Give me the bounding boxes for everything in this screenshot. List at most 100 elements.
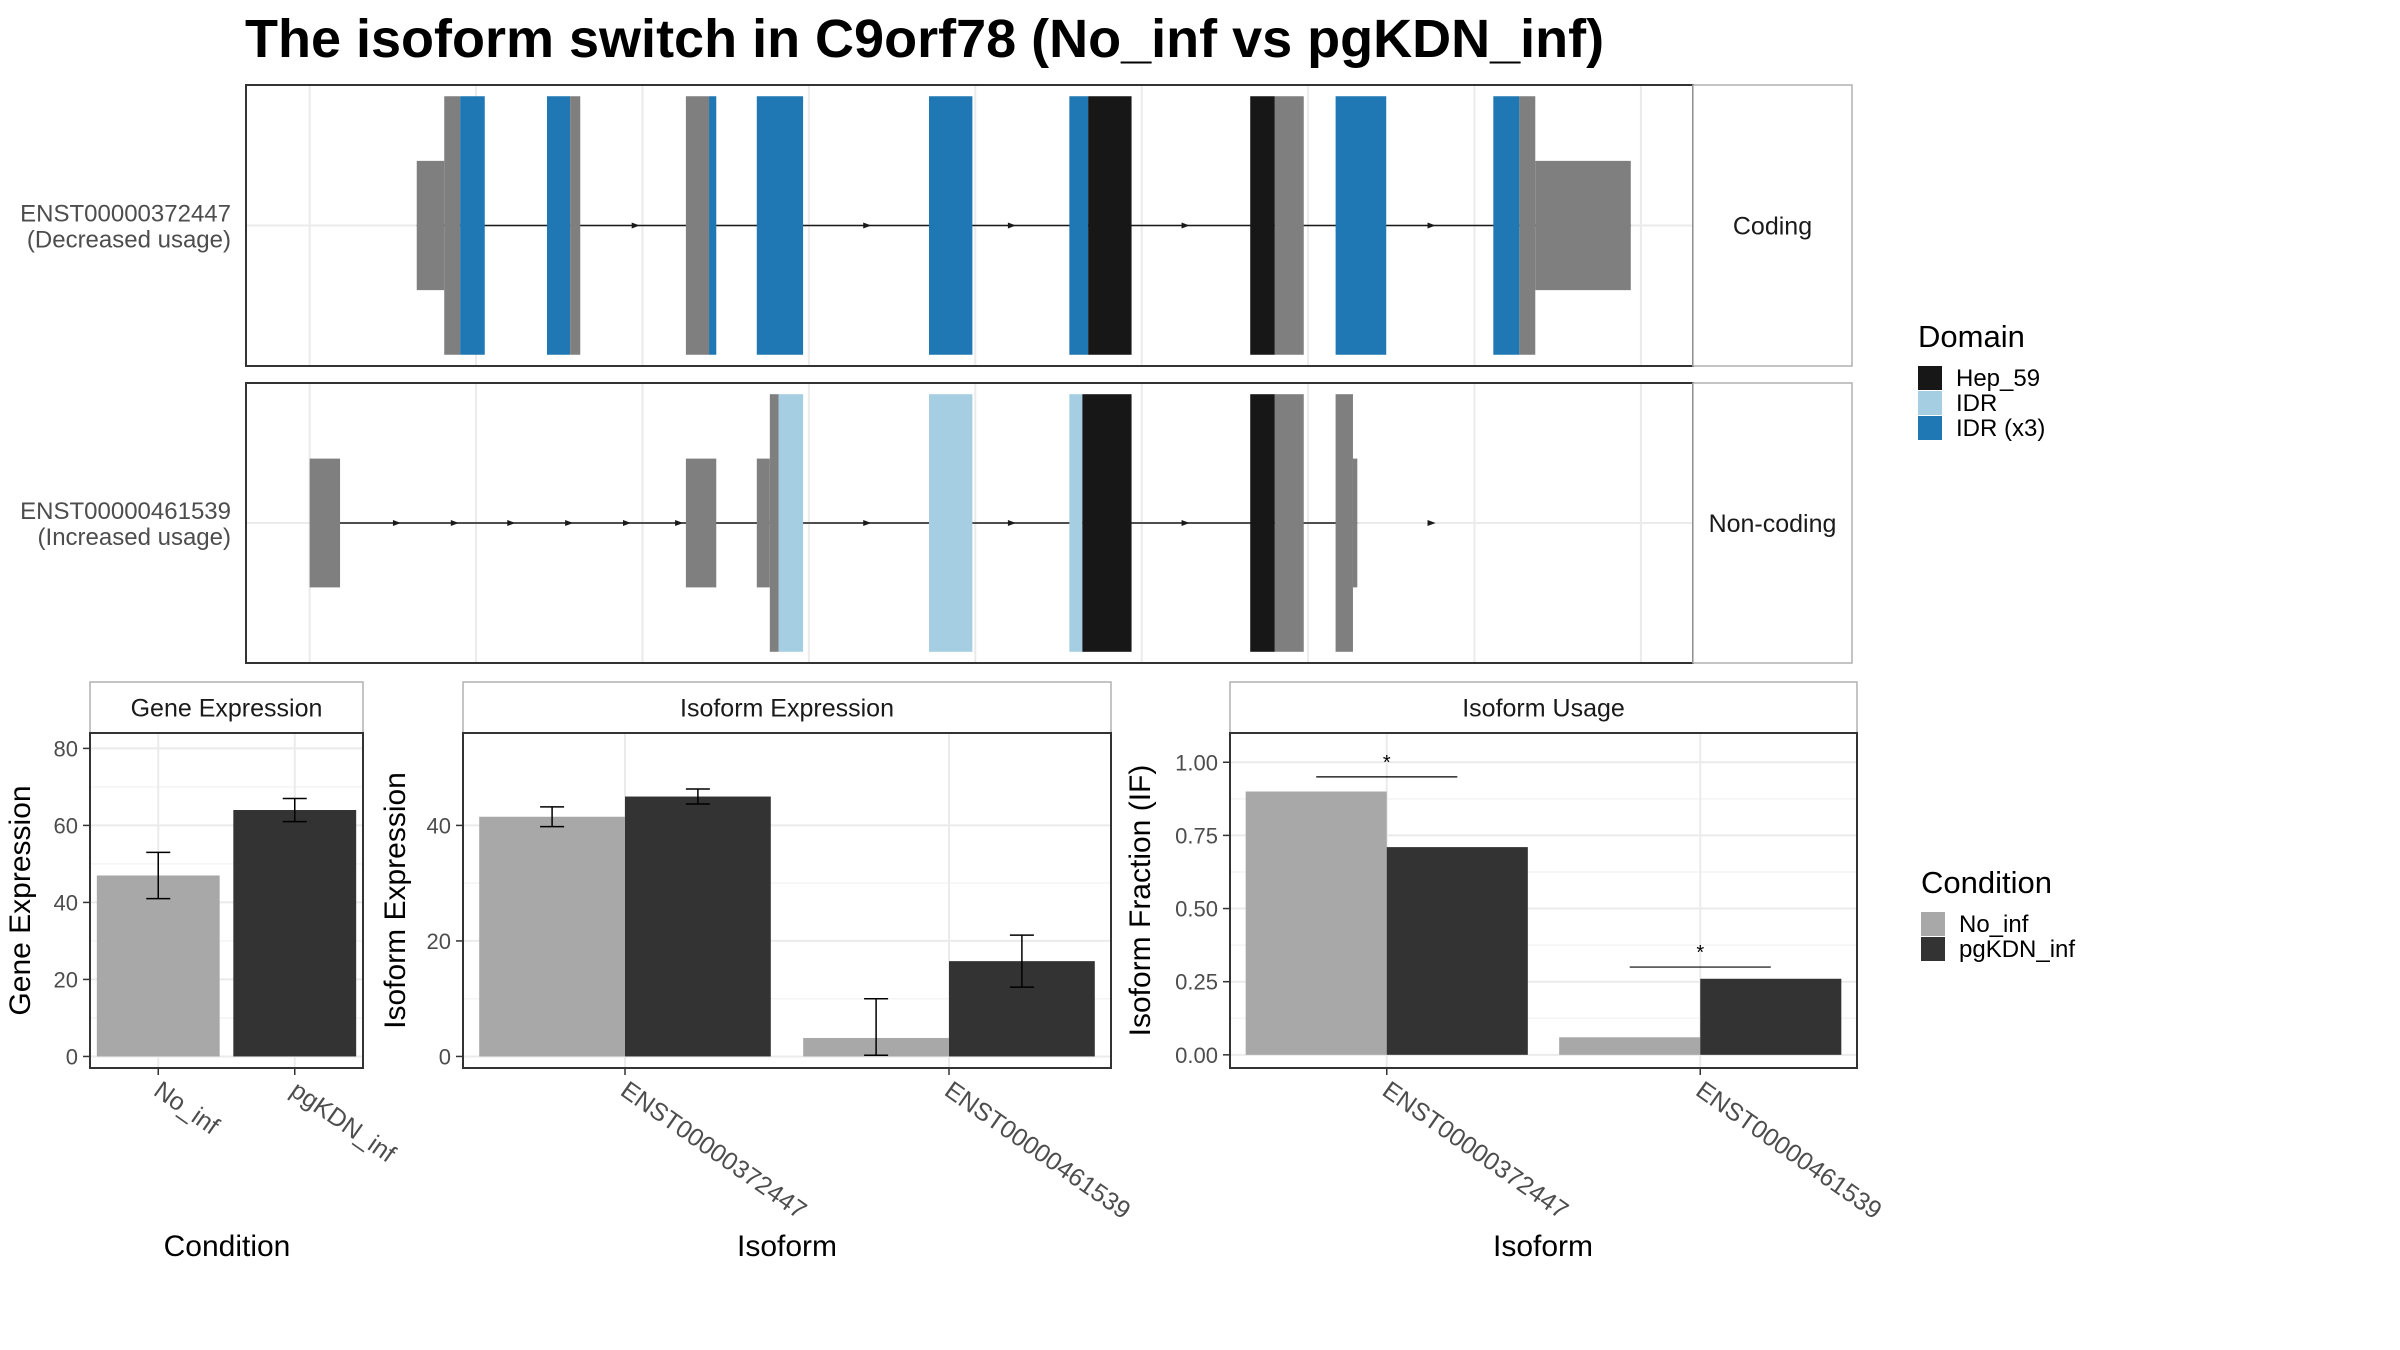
exon-idr_x3 xyxy=(1493,96,1520,355)
isoform-usage-chart: Isoform Usage 0.00 0.25 0.50 0.75 1.00 * * ENST0… xyxy=(1124,681,1887,1263)
strip-box xyxy=(1692,84,1853,367)
legend-key xyxy=(1918,391,1942,415)
intron-arrow xyxy=(1181,520,1190,526)
exon-idr_x3 xyxy=(1335,96,1387,355)
y-tick-label: 0.50 xyxy=(1175,897,1218,922)
exon-utr xyxy=(685,96,710,355)
bar-No_inf xyxy=(96,875,220,1057)
isoform-expression-chart: Isoform Expression 0 20 40 ENST00000372447 EN… xyxy=(379,681,1136,1263)
x-tick-label: ENST00000372447 xyxy=(616,1076,812,1225)
y-tick-label: 80 xyxy=(54,736,78,761)
panel-border xyxy=(89,732,364,1069)
panel-border xyxy=(1229,732,1858,1069)
exon-utr xyxy=(309,458,341,588)
exon-idr_x3 xyxy=(709,96,717,355)
isoform-usage-label: (Increased usage) xyxy=(38,524,231,551)
exon-utr xyxy=(1352,458,1358,588)
y-axis-title: Gene Expression xyxy=(4,785,37,1015)
strip-label: Coding xyxy=(1733,213,1812,241)
bar-No_inf xyxy=(1245,791,1387,1055)
legend-label: No_inf xyxy=(1959,911,2029,938)
x-tick-label: ENST00000372447 xyxy=(1377,1076,1573,1225)
exon-utr xyxy=(1274,96,1304,355)
intron-arrow xyxy=(392,520,401,526)
x-tick-label: No_inf xyxy=(149,1076,224,1140)
gene-expression-chart: Gene Expression 0 20 40 60 80 No_inf pgKDN_inf C… xyxy=(4,681,400,1263)
exon-idr_x3 xyxy=(460,96,485,355)
strip-box xyxy=(89,681,364,734)
intron-arrow xyxy=(863,222,872,229)
intron-arrow xyxy=(631,222,640,229)
legend-key xyxy=(1918,416,1942,440)
y-tick-label: 20 xyxy=(54,967,78,992)
bar-pgKDN_inf xyxy=(1700,978,1842,1055)
intron-arrow xyxy=(623,520,632,526)
legend-title: Condition xyxy=(1921,865,2052,900)
bar-pgKDN_inf xyxy=(233,810,357,1057)
x-tick-label: pgKDN_inf xyxy=(285,1076,400,1168)
exon-idr_x3 xyxy=(546,96,571,355)
y-axis-title: Isoform Fraction (IF) xyxy=(1124,765,1157,1037)
y-tick-label: 0 xyxy=(439,1044,451,1069)
y-tick-label: 0.75 xyxy=(1175,823,1218,848)
exon-idr xyxy=(778,394,804,652)
isoform-structure-panel: Coding ENST00000372447(Decreased usage) No… xyxy=(20,84,1853,664)
y-tick-label: 40 xyxy=(54,890,78,915)
exon-idr xyxy=(928,394,973,652)
legend-title: Domain xyxy=(1918,319,2025,354)
strip-label: Non-coding xyxy=(1709,510,1837,538)
bar-No_inf xyxy=(479,816,625,1057)
exon-utr xyxy=(570,96,581,355)
bar-pgKDN_inf xyxy=(1386,847,1528,1055)
isoform-row-ENST00000461539: Non-coding ENST00000461539(Increased usag… xyxy=(20,382,1853,664)
figure-title: The isoform switch in C9orf78 (No_inf vs… xyxy=(245,9,1604,69)
significance-star: * xyxy=(1383,752,1391,774)
intron-arrow xyxy=(675,520,684,526)
x-tick-label: ENST00000461539 xyxy=(940,1076,1136,1225)
strip-box xyxy=(1229,681,1858,734)
exon-utr xyxy=(416,160,445,291)
legend-key xyxy=(1921,937,1945,961)
exon-idr xyxy=(1069,394,1083,652)
intron-arrow xyxy=(863,520,872,526)
legend-key xyxy=(1918,366,1942,390)
x-axis-title: Isoform xyxy=(737,1230,837,1263)
isoform-id-label: ENST00000461539 xyxy=(20,498,231,525)
isoform-usage-label: (Decreased usage) xyxy=(27,227,231,254)
chart-title: Isoform Usage xyxy=(1462,695,1625,723)
significance-star: * xyxy=(1696,942,1704,964)
intron-arrow xyxy=(1007,520,1016,526)
intron-arrow xyxy=(1007,222,1016,229)
legend-label: IDR xyxy=(1956,390,1997,417)
y-axis-title: Isoform Expression xyxy=(379,772,412,1029)
exon-utr xyxy=(769,394,779,652)
exon-utr xyxy=(444,96,461,355)
exon-idr_x3 xyxy=(1069,96,1089,355)
legend-label: pgKDN_inf xyxy=(1959,936,2075,963)
legend-label: IDR (x3) xyxy=(1956,415,2045,442)
x-axis-title: Isoform xyxy=(1493,1230,1593,1263)
intron-arrow xyxy=(450,520,459,526)
y-tick-label: 0.00 xyxy=(1175,1043,1218,1068)
bar-pgKDN_inf xyxy=(625,796,771,1057)
exon-utr xyxy=(756,458,770,588)
intron-arrow xyxy=(1181,222,1190,229)
y-tick-label: 20 xyxy=(427,929,451,954)
exon-hep_59 xyxy=(1250,96,1275,355)
exon-utr xyxy=(1274,394,1304,652)
legend-key xyxy=(1921,912,1945,936)
chart-title: Gene Expression xyxy=(131,695,323,723)
bar-No_inf xyxy=(1559,1037,1701,1055)
x-axis-title: Condition xyxy=(164,1230,291,1263)
isoform-row-ENST00000372447: Coding ENST00000372447(Decreased usage) xyxy=(20,84,1853,367)
y-tick-label: 40 xyxy=(427,813,451,838)
y-tick-label: 1.00 xyxy=(1175,750,1218,775)
exon-hep_59 xyxy=(1250,394,1275,652)
intron-arrow xyxy=(1427,222,1436,229)
intron-arrow xyxy=(1427,520,1436,526)
exon-utr xyxy=(685,458,717,588)
y-tick-label: 0.25 xyxy=(1175,970,1218,995)
exon-utr xyxy=(1535,160,1631,291)
exon-idr_x3 xyxy=(928,96,973,355)
